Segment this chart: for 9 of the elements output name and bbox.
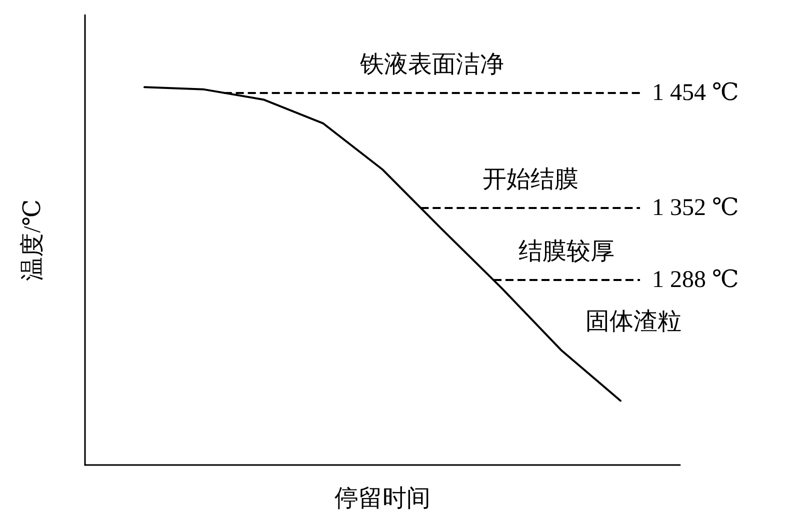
- ref-line-label: 1 288 ℃: [652, 267, 739, 294]
- annotation: 铁液表面洁净: [358, 50, 504, 78]
- x-axis-title: 停留时间: [334, 486, 430, 512]
- annotation: 结膜较厚: [518, 239, 615, 266]
- y-axis-title: 温度/℃: [19, 199, 46, 281]
- annotation: 开始结膜: [482, 166, 578, 193]
- annotation: 固体渣粒: [585, 309, 682, 336]
- ref-line-label: 1 352 ℃: [652, 194, 739, 221]
- ref-line-label: 1 454 ℃: [652, 80, 739, 106]
